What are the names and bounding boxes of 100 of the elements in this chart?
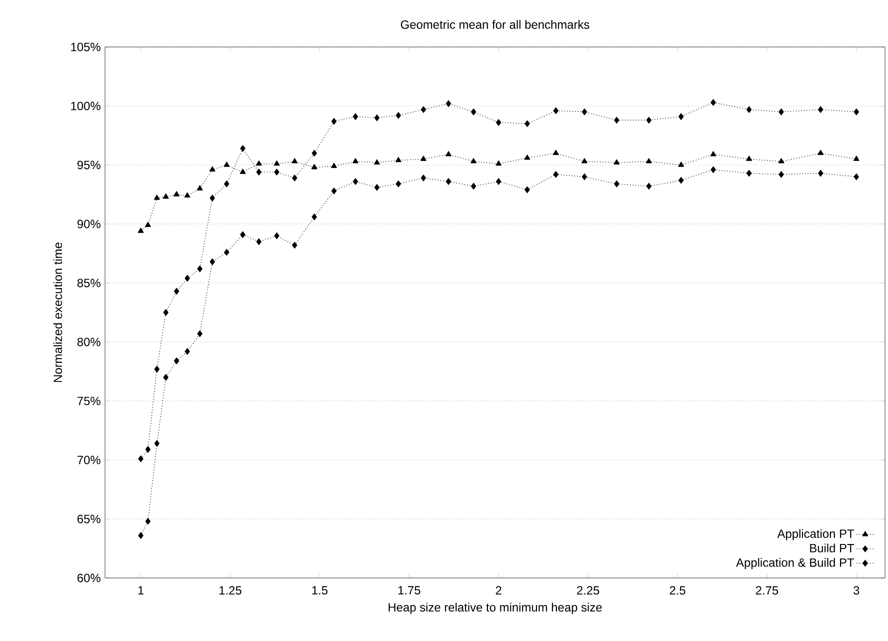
point [396,180,402,188]
point [145,446,151,453]
x-tick-label: 1.5 [312,586,328,595]
x-tick-label: 2.5 [670,586,686,595]
y-tick-label: 70% [78,456,100,464]
point [184,192,190,198]
point [614,159,620,164]
point [210,258,215,266]
point [292,174,298,182]
point [224,180,230,188]
point [496,119,502,126]
point [240,231,246,238]
point [818,170,824,177]
point [144,222,151,228]
point [256,168,262,176]
point [274,232,280,240]
point [552,150,559,156]
point [420,106,426,113]
point [553,171,558,178]
point [678,162,684,167]
point [163,374,168,381]
point [446,100,452,107]
point [209,166,216,172]
point [614,180,620,188]
point [162,193,169,199]
point [396,112,402,119]
point [746,156,752,161]
y-tick-label: 105% [71,42,100,52]
x-tick-label: 2.75 [756,586,778,595]
x-tick-label: 1.25 [220,586,242,595]
point [138,455,144,462]
point [818,106,824,113]
point [312,214,317,220]
point [224,248,230,256]
point [292,158,298,164]
point [138,228,144,233]
x-tick-label: 1.75 [398,586,420,595]
point [174,358,180,364]
x-tick-label: 3 [854,586,860,595]
point [374,159,380,164]
point [470,182,476,190]
point [582,158,588,164]
point [420,174,426,182]
legend-label: Application PT [777,529,854,540]
point [646,158,652,164]
point [524,120,530,128]
point [374,114,380,122]
point [210,194,215,202]
legend-label: Build PT [810,544,854,552]
point [710,151,716,156]
point [138,532,144,539]
y-tick-label: 85% [77,278,100,288]
point [184,274,190,282]
y-axis-title: Normalized execution time [53,242,62,382]
point [778,108,784,116]
point [582,108,588,116]
point [292,242,298,249]
point [154,366,160,372]
point [710,99,716,106]
chart-title: Geometric mean for all benchmarks [400,20,590,29]
point [446,151,452,156]
point [524,186,530,194]
point [174,191,180,196]
x-axis-title: Heap size relative to minimum heap size [388,602,602,614]
point [224,162,230,167]
point [197,330,202,338]
point [240,145,246,152]
point [352,113,358,120]
point [274,168,280,176]
point [818,150,824,156]
point [853,156,860,161]
y-tick-label: 100% [71,102,100,110]
point [496,178,502,185]
point [256,238,262,246]
x-tick-label: 2.25 [577,586,600,595]
y-tick-label: 80% [77,338,100,346]
point [352,158,358,164]
point [446,178,452,185]
point [240,168,246,174]
point [184,348,190,355]
y-tick-label: 95% [77,160,100,170]
point [496,160,502,166]
legend-label: Application & Build PT [736,558,854,570]
point [331,188,337,194]
point [582,173,588,180]
x-tick-label: 1 [138,586,144,594]
point [470,108,476,116]
point [256,160,262,166]
y-tick-label: 90% [77,220,100,228]
x-tick-label: 2 [496,586,502,595]
point [163,309,168,316]
point [778,171,784,178]
point [854,173,859,180]
y-tick-label: 75% [78,396,100,406]
point [854,108,859,116]
point [274,160,280,166]
point [746,170,752,177]
point [746,106,752,113]
point [174,288,180,295]
point [331,162,337,168]
